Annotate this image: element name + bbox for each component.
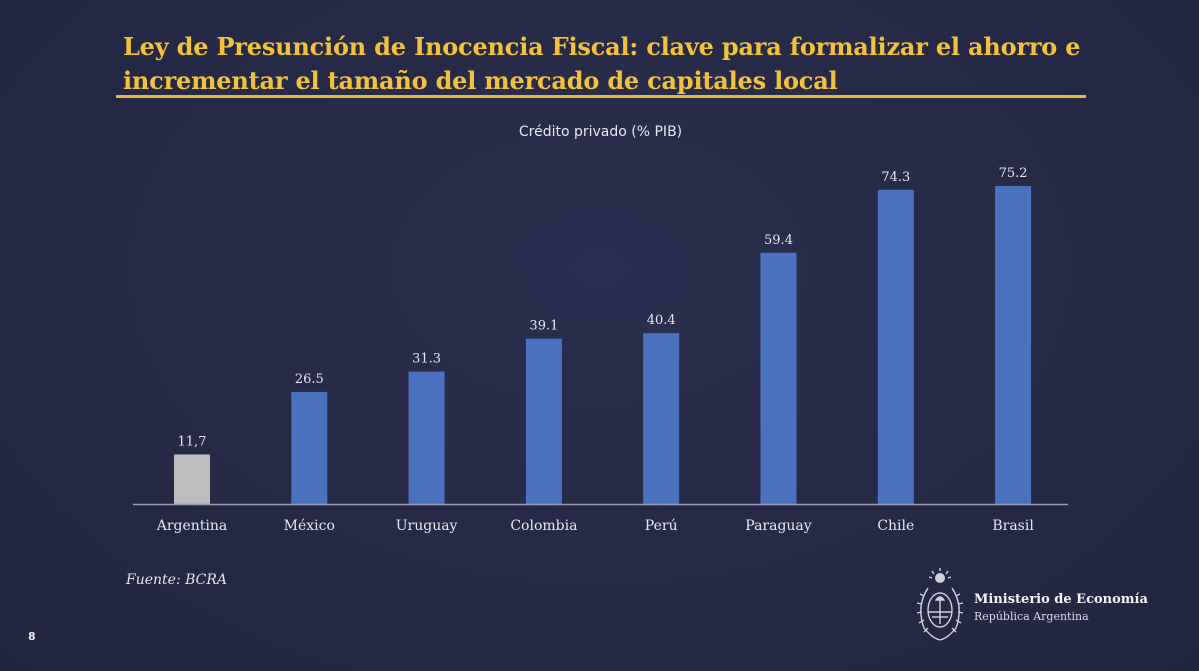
value-label: 74.3 xyxy=(881,170,910,185)
ministry-subtitle: República Argentina xyxy=(974,610,1089,623)
category-label: Brasil xyxy=(992,518,1034,534)
ministry-logo: Ministerio de Economía República Argenti… xyxy=(914,566,1154,646)
bar-paraguay xyxy=(760,252,797,504)
bar-perú xyxy=(643,333,680,504)
bars-group xyxy=(174,186,1032,505)
value-label: 39.1 xyxy=(529,319,558,334)
category-labels-group: Argentina México Uruguay Colombia Perú Paragu… xyxy=(156,518,1035,534)
value-label: 31.3 xyxy=(412,352,441,367)
value-label: 75.2 xyxy=(999,166,1028,181)
category-label: Argentina xyxy=(156,518,228,534)
bar-méxico xyxy=(291,391,328,504)
value-label: 11,7 xyxy=(178,435,207,450)
title-underline xyxy=(116,95,1086,98)
source-note: Fuente: BCRA xyxy=(126,572,228,588)
coat-of-arms-icon xyxy=(916,568,964,641)
value-label: 59.4 xyxy=(764,233,793,248)
chart-title-text: Crédito privado (% PIB) xyxy=(518,124,683,140)
page-number: 8 xyxy=(28,630,36,643)
category-label: Perú xyxy=(645,518,678,534)
chart-title: Crédito privado (% PIB) xyxy=(0,124,1199,140)
bar-chile xyxy=(877,189,914,505)
value-label: 26.5 xyxy=(295,372,324,387)
bar-argentina xyxy=(174,454,210,504)
ministry-name: Ministerio de Economía xyxy=(974,592,1148,607)
category-label: Colombia xyxy=(510,518,577,534)
value-labels-group: 11,7 26.5 31.3 39.1 40.4 59.4 74.3 75.2 xyxy=(178,166,1028,450)
slide-title-line-1: Ley de Presunción de Inocencia Fiscal: c… xyxy=(123,32,1081,61)
category-label: Chile xyxy=(877,518,914,534)
value-label: 40.4 xyxy=(647,313,676,328)
bar-brasil xyxy=(995,186,1032,504)
category-label: Uruguay xyxy=(396,518,458,534)
category-label: Paraguay xyxy=(745,518,812,534)
category-label: México xyxy=(284,518,335,534)
bar-uruguay xyxy=(408,371,445,504)
slide-title-line-2: incrementar el tamaño del mercado de cap… xyxy=(123,66,838,95)
slide-title: Ley de Presunción de Inocencia Fiscal: c… xyxy=(123,30,1083,98)
bar-colombia xyxy=(525,338,562,504)
